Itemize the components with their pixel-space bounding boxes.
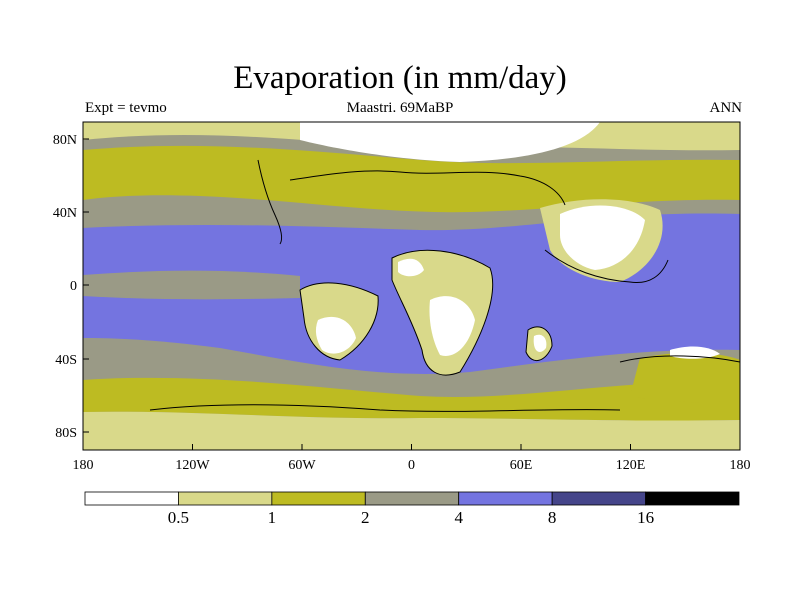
- period-label: Maastri. 69MaBP: [346, 100, 454, 116]
- lon-tick-label: 120W: [175, 458, 210, 473]
- coastlines: [149, 159, 740, 412]
- colorbar-swatch: [178, 491, 273, 506]
- colorbar-label: 8: [547, 508, 557, 527]
- field-asia-white: [560, 205, 645, 270]
- field-india-white: [533, 334, 547, 352]
- latitude-axis: 80N 40N 0 40S 80S: [53, 133, 89, 441]
- lat-tick-label: 80N: [53, 133, 77, 148]
- experiment-label: Expt = tevmo: [85, 100, 167, 116]
- lon-tick-label: 0: [408, 458, 415, 473]
- colorbar-swatch: [84, 491, 179, 506]
- longitude-axis: 180 120W 60W 0 60E 120E 180: [73, 444, 751, 473]
- field-africa-white: [429, 296, 475, 356]
- colorbar-swatch: [551, 491, 646, 506]
- field-nafrica-white: [398, 258, 424, 277]
- lat-tick-label: 80S: [55, 426, 77, 441]
- colorbar-swatch: [271, 491, 366, 506]
- season-label: ANN: [709, 100, 743, 116]
- field-samerica-white: [315, 316, 356, 354]
- field-white-arctic: [300, 122, 600, 162]
- map-field: [83, 122, 740, 450]
- lat-tick-label: 40S: [55, 353, 77, 368]
- colorbar: [84, 491, 740, 506]
- field-australia: [630, 352, 740, 403]
- lon-tick-label: 60E: [510, 458, 533, 473]
- lat-tick-label: 40N: [53, 206, 77, 221]
- colorbar-label: 1: [267, 508, 277, 527]
- lon-tick-label: 120E: [616, 458, 646, 473]
- field-gray-equator: [83, 270, 300, 300]
- colorbar-swatch: [645, 491, 740, 506]
- colorbar-label: 0.5: [167, 508, 190, 527]
- map-title: Evaporation (in mm/day): [233, 60, 567, 96]
- colorbar-label: 16: [637, 508, 655, 527]
- lon-tick-label: 180: [73, 458, 94, 473]
- colorbar-label: 4: [454, 508, 463, 527]
- field-light-south: [83, 411, 740, 450]
- colorbar-swatch: [364, 491, 460, 506]
- field-olive-north: [83, 145, 740, 213]
- colorbar-label: 2: [361, 508, 370, 527]
- lon-tick-label: 60W: [288, 458, 316, 473]
- colorbar-swatch: [458, 491, 553, 506]
- lon-tick-label: 180: [730, 458, 751, 473]
- lat-tick-label: 0: [70, 279, 77, 294]
